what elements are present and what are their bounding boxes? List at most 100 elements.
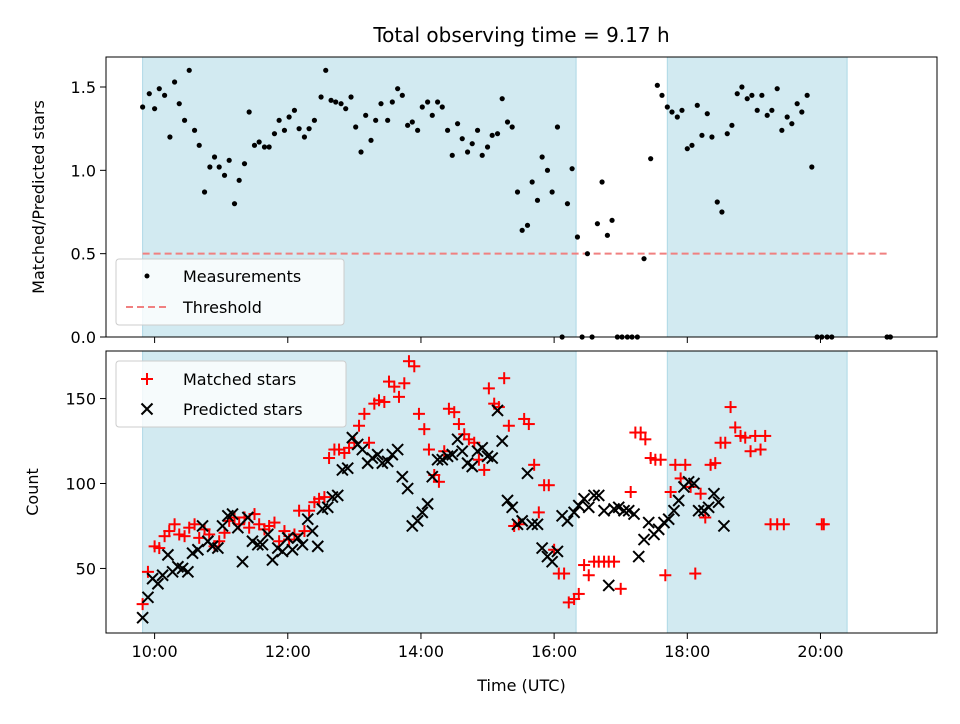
matched-star-point: [608, 555, 621, 568]
legend-label-predicted-stars: Predicted stars: [183, 400, 303, 419]
matched-star-point: [542, 479, 555, 492]
measurement-point: [231, 201, 238, 207]
predicted-star-point: [276, 545, 289, 558]
predicted-star-point: [531, 518, 544, 531]
predicted-star-point: [286, 543, 299, 556]
measurement-point: [368, 137, 374, 143]
measurement-point: [749, 92, 755, 98]
predicted-star-point: [707, 487, 721, 500]
measurement-point: [599, 179, 605, 185]
legend-label-measurements: Measurements: [183, 267, 301, 286]
measurement-point: [714, 199, 720, 205]
x-tick-label: 10:00: [132, 642, 178, 661]
matched-star-point: [418, 423, 431, 436]
measurement-point: [734, 91, 740, 97]
measurement-point: [358, 149, 364, 155]
x-tick-label: 20:00: [797, 642, 843, 661]
predicted-star-point: [211, 541, 225, 555]
measurement-point: [509, 124, 515, 130]
predicted-star-point: [411, 514, 424, 528]
predicted-star-point: [151, 577, 165, 590]
x-tick-label: 18:00: [664, 642, 710, 661]
matched-star-point: [694, 487, 707, 500]
predicted-star-point: [491, 404, 504, 417]
predicted-star-point: [226, 507, 239, 521]
matched-star-point: [664, 486, 677, 498]
measurement-point: [405, 122, 411, 128]
matched-star-point: [398, 377, 411, 390]
measurement-point: [343, 106, 349, 112]
y-tick-label: 1.5: [71, 78, 96, 97]
measurement-point: [266, 144, 272, 150]
predicted-star-point: [521, 467, 534, 480]
predicted-star-point: [261, 528, 275, 541]
measurement-point: [754, 107, 760, 113]
measurement-point: [654, 82, 660, 88]
measurement-point: [246, 109, 252, 115]
predicted-star-point: [381, 455, 394, 468]
x-axis-label: Time (UTC): [476, 676, 565, 695]
matched-star-point: [303, 504, 316, 517]
measurement-point: [554, 124, 561, 130]
measurement-point: [584, 251, 591, 257]
measurement-point: [744, 96, 750, 102]
predicted-star-point: [156, 569, 169, 582]
measurement-point: [186, 67, 192, 73]
measurement-point: [444, 127, 451, 133]
measurement-point: [221, 172, 228, 178]
measurement-point: [764, 112, 770, 118]
measurement-point: [604, 232, 610, 238]
measurement-point: [699, 132, 705, 138]
legend-label-threshold: Threshold: [182, 298, 262, 317]
predicted-star-point: [535, 541, 549, 555]
predicted-star-point: [505, 501, 519, 514]
predicted-star-point: [341, 462, 354, 475]
top-panel: 0.0 0.5 1.0 1.5 Total observing time = 9.17…: [29, 23, 938, 347]
predicted-star-point: [597, 504, 611, 517]
predicted-star-point: [637, 533, 651, 546]
predicted-star-point: [672, 494, 685, 507]
matched-star-point: [639, 433, 652, 446]
measurement-point: [524, 222, 531, 228]
measurement-point: [641, 256, 647, 262]
predicted-star-point: [515, 514, 529, 528]
measurement-point: [519, 227, 525, 233]
measurement-point: [759, 92, 765, 98]
measurement-point: [311, 117, 318, 123]
measurement-point: [419, 104, 425, 110]
predicted-star-point: [617, 504, 631, 517]
measurement-point: [539, 154, 545, 160]
predicted-star-point: [667, 504, 681, 517]
measurement-point: [409, 119, 415, 125]
chart-title: Total observing time = 9.17 h: [372, 23, 669, 47]
matched-stars-points: [136, 355, 830, 611]
measurement-point: [489, 132, 495, 138]
measurement-point: [301, 134, 308, 140]
measurement-point: [281, 127, 288, 133]
legend-marker-matched-stars: [141, 373, 153, 385]
measurement-point: [709, 134, 715, 140]
measurement-point: [529, 179, 535, 185]
predicted-star-point: [231, 521, 245, 534]
predicted-star-point: [161, 548, 175, 562]
measurement-point: [609, 217, 615, 223]
measurement-point: [176, 101, 182, 107]
measurement-point: [574, 234, 581, 240]
predicted-star-point: [577, 492, 591, 506]
matched-star-point: [168, 518, 181, 531]
measurement-point: [296, 126, 302, 132]
matched-star-point: [136, 598, 149, 611]
y-tick-label: 50: [76, 559, 96, 578]
predicted-star-point: [572, 499, 585, 512]
predicted-star-point: [717, 519, 731, 533]
bottom-legend: Matched stars Predicted stars: [115, 360, 347, 428]
matched-star-point: [679, 458, 692, 471]
predicted-star-point: [476, 441, 489, 455]
measurement-point: [774, 86, 780, 92]
matched-star-point: [532, 506, 545, 519]
measurement-point: [439, 104, 445, 110]
predicted-star-point: [181, 565, 195, 579]
matched-star-point: [392, 390, 405, 403]
bottom-shaded-intervals: [142, 351, 848, 633]
measurement-point: [201, 189, 208, 195]
